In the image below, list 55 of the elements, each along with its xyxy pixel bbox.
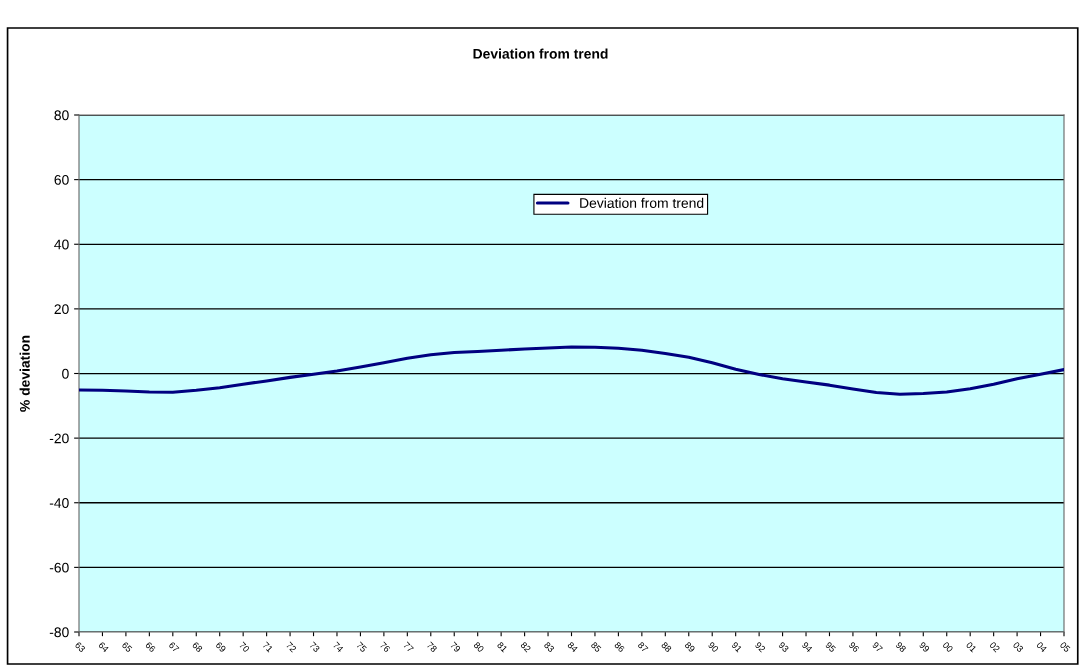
x-tick-label: 90 (707, 641, 719, 653)
x-tick-label: 71 (262, 641, 274, 653)
x-tick-label: 68 (191, 641, 203, 653)
x-tick-label: 84 (567, 641, 579, 653)
x-tick-label: 78 (426, 641, 438, 653)
y-tick-label: 40 (54, 239, 69, 250)
x-tick-label: 00 (942, 641, 954, 653)
x-tick-label: 80 (473, 641, 485, 653)
x-tick-label: 01 (965, 641, 977, 653)
x-tick-label: 74 (332, 641, 344, 653)
y-axis-title: % deviation (19, 335, 30, 412)
x-tick-label: 81 (496, 641, 508, 653)
x-tick-label: 97 (871, 641, 883, 653)
x-tick-label: 82 (520, 641, 532, 653)
x-tick-label: 02 (989, 641, 1001, 653)
y-tick-label: -60 (49, 562, 69, 573)
x-tick-label: 83 (543, 641, 555, 653)
x-tick-label: 92 (754, 641, 766, 653)
x-tick-label: 99 (918, 641, 930, 653)
legend-label: Deviation from trend (580, 197, 704, 208)
x-tick-label: 93 (778, 641, 790, 653)
x-tick-label: 96 (848, 641, 860, 653)
y-tick-label: -40 (49, 498, 69, 508)
y-tick-label: 20 (54, 304, 69, 315)
x-tick-label: 86 (613, 641, 626, 653)
x-tick-label: 03 (1012, 641, 1024, 653)
x-tick-label: 91 (731, 641, 743, 653)
y-tick-label: 0 (62, 368, 69, 379)
x-tick-label: 77 (403, 641, 414, 653)
x-tick-label: 72 (285, 641, 297, 653)
y-tick-label: -80 (49, 627, 69, 638)
x-tick-label: 87 (637, 641, 649, 653)
y-tick-label: -20 (49, 433, 69, 444)
x-tick-label: 04 (1036, 641, 1048, 653)
x-tick-label: 75 (356, 641, 368, 653)
x-tick-label: 94 (801, 641, 813, 653)
x-tick-label: 70 (238, 641, 250, 653)
chart-title: Deviation from trend (473, 48, 608, 59)
x-tick-label: 88 (660, 641, 672, 653)
x-tick-label: 95 (825, 641, 837, 653)
x-tick-label: 89 (684, 641, 696, 653)
x-tick-label: 65 (121, 641, 133, 653)
x-tick-label: 64 (98, 641, 110, 653)
x-tick-label: 63 (74, 641, 86, 653)
x-tick-label: 98 (895, 641, 907, 653)
x-tick-label: 66 (144, 641, 157, 653)
x-tick-label: 67 (168, 641, 180, 653)
x-tick-label: 79 (449, 641, 461, 653)
x-tick-label: 69 (215, 641, 227, 653)
y-tick-label: 60 (54, 174, 69, 185)
x-tick-label: 05 (1059, 641, 1071, 653)
y-tick-label: 80 (54, 110, 69, 121)
x-tick-label: 85 (590, 641, 602, 653)
x-tick-label: 76 (379, 641, 391, 653)
x-tick-label: 73 (309, 641, 321, 653)
